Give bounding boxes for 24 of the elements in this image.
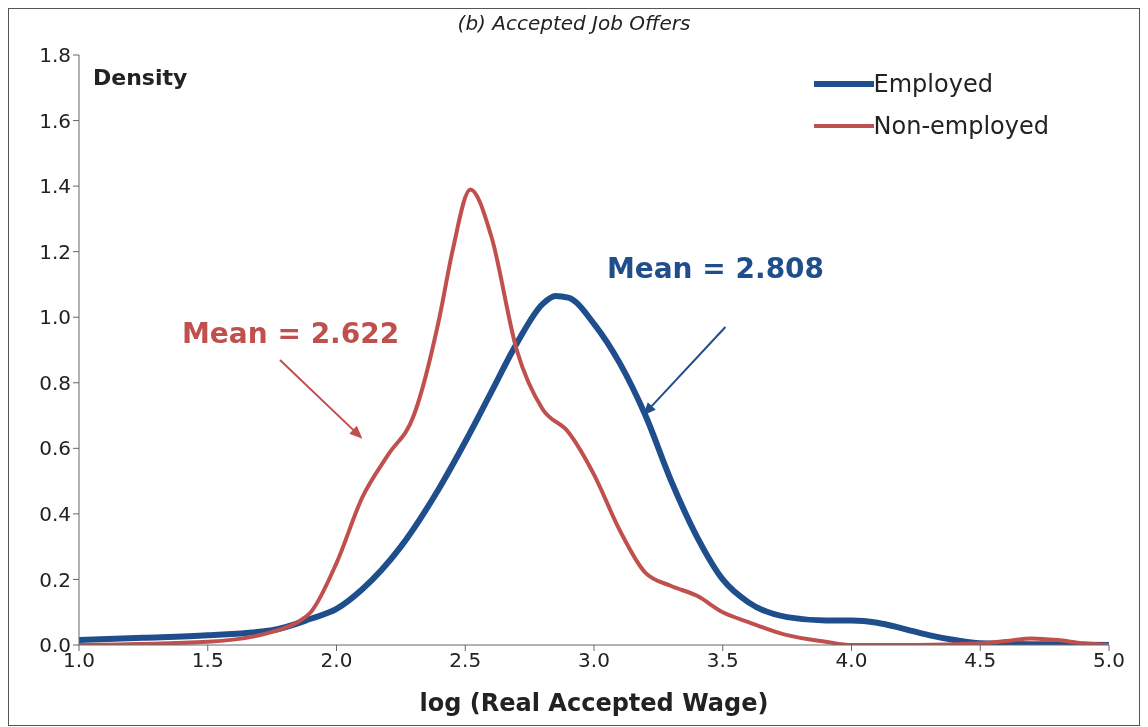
x-tick-label: 2.0 <box>320 648 353 673</box>
y-tick-label: 0.2 <box>39 567 71 592</box>
y-tick-label: 1.0 <box>39 305 71 330</box>
legend-label: Non-employed <box>873 112 1049 140</box>
x-axis-title: log (Real Accepted Wage) <box>419 689 769 717</box>
y-tick-label: 1.8 <box>39 43 71 68</box>
legend-label: Employed <box>873 70 993 98</box>
annotation: Mean = 2.808 <box>606 251 825 285</box>
y-tick-label: 1.2 <box>39 239 71 264</box>
x-tick-label: 1.5 <box>191 648 224 673</box>
x-tick-label: 3.0 <box>578 648 610 673</box>
x-tick-label: 3.5 <box>706 648 739 673</box>
x-tick-label: 5.0 <box>1093 648 1125 673</box>
y-tick-label: 1.6 <box>39 108 71 133</box>
y-axis-title: Density <box>93 65 188 90</box>
chart-title: (b) Accepted Job Offers <box>456 11 692 35</box>
y-tick-label: 0.4 <box>39 501 71 526</box>
x-tick-label: 2.5 <box>449 648 482 673</box>
y-tick-label: 1.4 <box>39 174 71 199</box>
y-tick-label: 0.6 <box>39 436 71 461</box>
y-tick-label: 0.8 <box>39 370 71 395</box>
x-tick-label: 4.5 <box>964 648 997 673</box>
annotation: Mean = 2.622 <box>182 317 400 351</box>
x-tick-label: 4.0 <box>835 648 868 673</box>
